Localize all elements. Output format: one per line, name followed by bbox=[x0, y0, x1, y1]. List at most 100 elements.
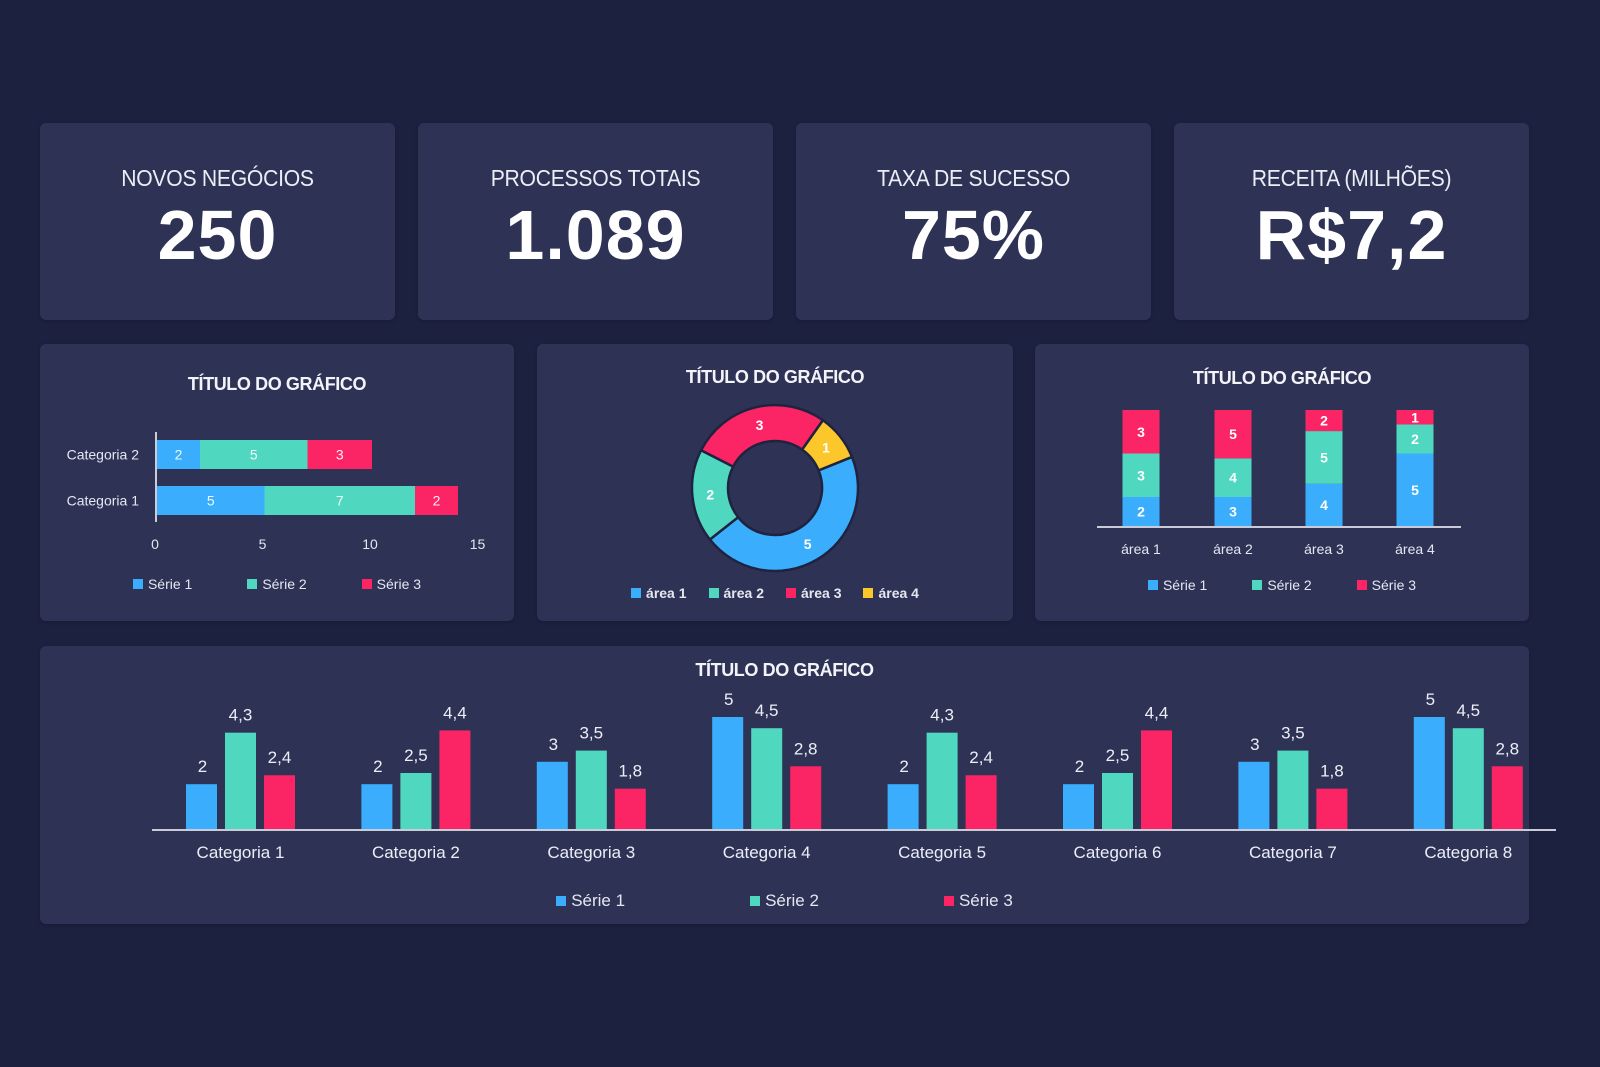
legend-item[interactable]: área 3 bbox=[786, 585, 841, 601]
category-label: Categoria 8 bbox=[1424, 843, 1512, 862]
data-label: 2 bbox=[1320, 413, 1328, 429]
category-label: área 1 bbox=[1121, 541, 1161, 557]
legend-label: Série 3 bbox=[958, 891, 1013, 910]
legend-label: Série 3 bbox=[376, 576, 422, 592]
legend-item[interactable]: área 4 bbox=[863, 585, 919, 601]
data-label: 7 bbox=[336, 493, 344, 509]
chart-title: TÍTULO DO GRÁFICO bbox=[685, 367, 865, 387]
column-bar bbox=[1316, 788, 1348, 829]
category-label: área 4 bbox=[1395, 541, 1435, 557]
data-label: 5 bbox=[1411, 482, 1419, 498]
category-label: Categoria 3 bbox=[547, 843, 635, 862]
category-label: área 2 bbox=[1213, 541, 1253, 557]
kpi-value: 250 bbox=[157, 196, 278, 274]
category-label: Categoria 1 bbox=[197, 843, 285, 862]
column-bar bbox=[1491, 766, 1523, 829]
legend-swatch bbox=[750, 896, 761, 906]
data-label: 1,8 bbox=[618, 762, 642, 781]
legend-swatch bbox=[863, 588, 874, 598]
legend-label: área 1 bbox=[646, 585, 687, 601]
column-bar bbox=[1102, 773, 1133, 829]
legend-item[interactable]: Série 2 bbox=[750, 891, 819, 911]
legend-item[interactable]: Série 3 bbox=[943, 891, 1013, 911]
data-label: 2 bbox=[175, 447, 183, 463]
legend-item[interactable]: Série 1 bbox=[132, 576, 192, 592]
kpi-value: 1.089 bbox=[505, 196, 686, 274]
data-label: 4,5 bbox=[1456, 701, 1480, 720]
bar-segment bbox=[1122, 453, 1160, 497]
data-label: 3,5 bbox=[579, 724, 603, 743]
legend-label: Série 2 bbox=[262, 576, 307, 592]
data-label: 5 bbox=[804, 536, 812, 552]
column-bar bbox=[614, 788, 646, 829]
legend-label: área 4 bbox=[878, 585, 919, 601]
bar-segment bbox=[200, 440, 308, 469]
bar-segment bbox=[1214, 458, 1252, 497]
legend-swatch bbox=[708, 588, 719, 598]
data-label: 2 bbox=[899, 757, 908, 776]
donut-chart-card: TÍTULO DO GRÁFICO área 1 área 2 área 3 área… bbox=[537, 344, 1013, 621]
legend-label: área 2 bbox=[723, 585, 764, 601]
kpi-value: 75% bbox=[901, 196, 1046, 274]
legend-item[interactable]: Série 2 bbox=[1252, 577, 1312, 593]
data-label: 3 bbox=[756, 417, 764, 433]
legend-item[interactable]: Série 3 bbox=[361, 576, 422, 592]
kpi-card-receita: RECEITA (MILHÕES) R$7,2 bbox=[1174, 123, 1529, 320]
legend-item[interactable]: Série 3 bbox=[1356, 577, 1417, 593]
legend-item[interactable]: área 1 bbox=[631, 585, 687, 601]
category-label: Categoria 5 bbox=[898, 843, 986, 862]
category-label: área 3 bbox=[1304, 541, 1344, 557]
column-bar bbox=[965, 775, 997, 829]
legend-label: Série 3 bbox=[1371, 577, 1417, 593]
column-bar bbox=[790, 766, 822, 829]
donut-slice bbox=[699, 403, 825, 469]
legend-swatch bbox=[1356, 580, 1367, 590]
chart-legend: Série 1 Série 2 Série 3 bbox=[1035, 577, 1529, 593]
legend-item[interactable]: Série 2 bbox=[247, 576, 307, 592]
legend-item[interactable]: Série 1 bbox=[1147, 577, 1207, 593]
x-tick-label: 0 bbox=[151, 536, 159, 552]
data-label: 2 bbox=[433, 493, 441, 509]
kpi-value: R$7,2 bbox=[1255, 196, 1448, 274]
data-label: 3 bbox=[1137, 424, 1145, 440]
legend-item[interactable]: Série 1 bbox=[556, 891, 625, 911]
data-label: 2 bbox=[1137, 504, 1145, 520]
data-label: 4,5 bbox=[755, 701, 779, 720]
kpi-label: PROCESSOS TOTAIS bbox=[490, 165, 701, 191]
data-label: 5 bbox=[250, 447, 258, 463]
legend-label: Série 2 bbox=[1267, 577, 1312, 593]
data-label: 3 bbox=[1137, 467, 1145, 483]
data-label: 4,4 bbox=[1145, 703, 1169, 722]
kpi-label: TAXA DE SUCESSO bbox=[876, 165, 1071, 191]
bar-segment bbox=[157, 440, 200, 469]
bar-segment bbox=[1305, 431, 1343, 484]
column-bar bbox=[1452, 728, 1484, 829]
data-label: 2 bbox=[1411, 431, 1419, 447]
data-label: 4 bbox=[1320, 497, 1328, 513]
bar-segment bbox=[1214, 497, 1252, 526]
data-label: 5 bbox=[207, 493, 215, 509]
legend-label: Série 2 bbox=[765, 891, 819, 910]
column-bar bbox=[887, 784, 919, 829]
data-label: 3 bbox=[336, 447, 344, 463]
x-tick-label: 5 bbox=[259, 536, 267, 552]
legend-swatch bbox=[631, 588, 642, 598]
data-label: 2 bbox=[1075, 757, 1084, 776]
legend-item[interactable]: área 2 bbox=[708, 585, 764, 601]
bar-segment bbox=[1214, 410, 1252, 459]
legend-swatch bbox=[1147, 580, 1158, 590]
data-label: 3 bbox=[1229, 504, 1237, 520]
chart-legend: área 1 área 2 área 3 área 4 bbox=[537, 585, 1013, 601]
data-label: 2 bbox=[198, 757, 207, 776]
category-label: Categoria 6 bbox=[1074, 843, 1162, 862]
chart-title: TÍTULO DO GRÁFICO bbox=[1192, 368, 1372, 388]
data-label: 5 bbox=[1229, 426, 1237, 442]
bar-segment bbox=[1396, 453, 1434, 526]
data-label: 2 bbox=[706, 486, 714, 502]
bar-segment bbox=[415, 486, 458, 515]
category-label: Categoria 7 bbox=[1249, 843, 1337, 862]
legend-swatch bbox=[1252, 580, 1263, 590]
column-bar bbox=[400, 773, 432, 829]
legend-swatch bbox=[132, 579, 143, 589]
legend-label: área 3 bbox=[801, 585, 842, 601]
